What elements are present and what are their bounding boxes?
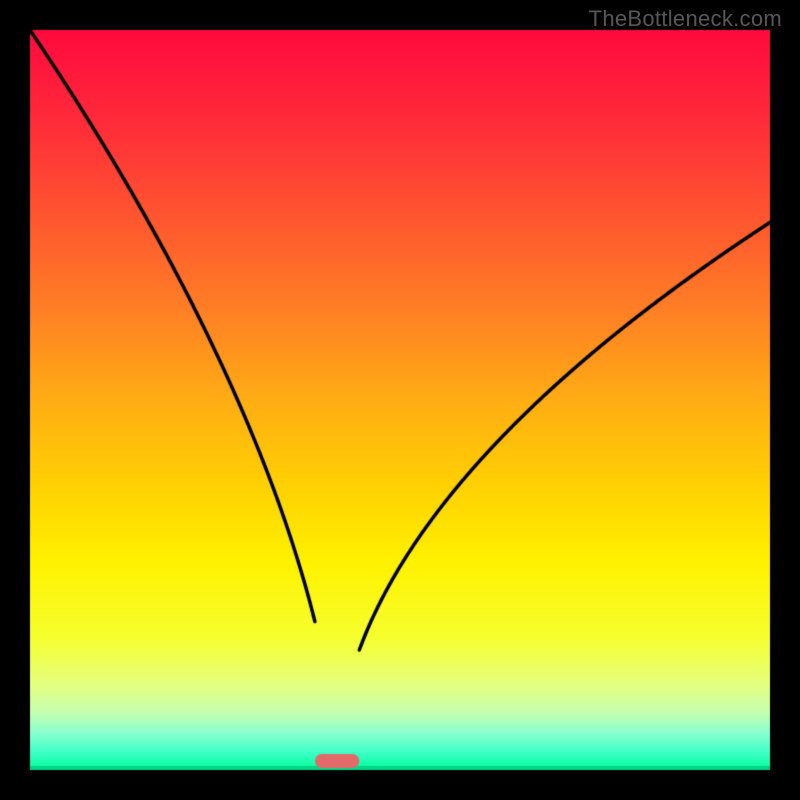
watermark-label: TheBottleneck.com	[589, 6, 782, 32]
chart-canvas	[0, 0, 800, 800]
bottleneck-chart: TheBottleneck.com	[0, 0, 800, 800]
